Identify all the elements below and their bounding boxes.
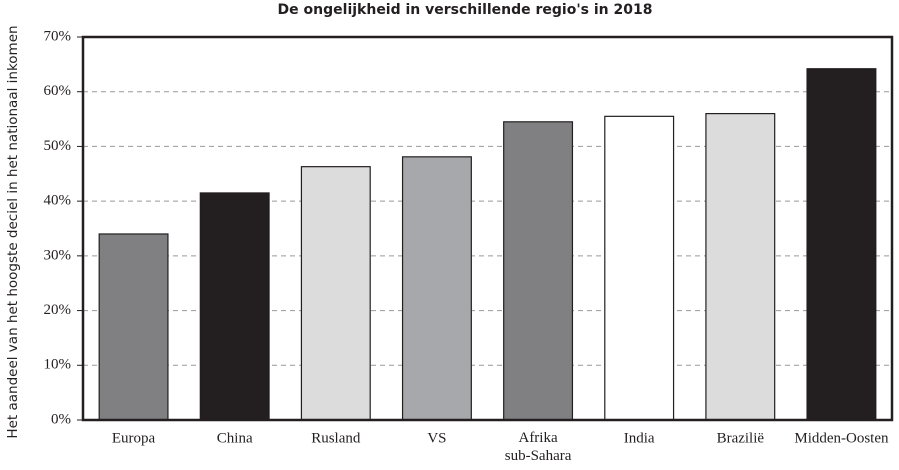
y-tick-label: 0% <box>51 411 71 427</box>
x-tick-label: Rusland <box>311 430 361 446</box>
y-tick-label: 50% <box>44 138 72 154</box>
y-tick-label: 30% <box>44 247 72 263</box>
x-tick-label: Afrika sub-Sahara <box>505 430 572 464</box>
bar <box>300 166 371 421</box>
bar <box>705 112 776 421</box>
x-tick-label: China <box>217 430 253 446</box>
y-tick-label: 20% <box>44 302 72 318</box>
chart-title: De ongelijkheid in verschillende regio's… <box>278 2 653 18</box>
x-tick-label: VS <box>427 430 446 446</box>
y-tick-label: 10% <box>44 357 72 373</box>
y-tick-label: 60% <box>44 83 72 99</box>
bar <box>98 233 169 421</box>
y-axis-label: Het aandeel van het hoogste deciel in he… <box>5 25 21 438</box>
bar <box>503 121 574 421</box>
y-tick-label: 40% <box>44 193 72 209</box>
plot-frame <box>81 35 894 422</box>
x-tick-label: Brazilië <box>717 430 765 446</box>
x-tick-label: India <box>624 430 655 446</box>
bar <box>401 156 472 421</box>
y-tick-label: 70% <box>44 28 72 44</box>
bar <box>199 192 270 421</box>
x-tick-label: Midden-Oosten <box>794 430 889 446</box>
bar <box>806 68 877 421</box>
bar <box>604 115 675 421</box>
x-tick-label: Europa <box>112 430 156 446</box>
